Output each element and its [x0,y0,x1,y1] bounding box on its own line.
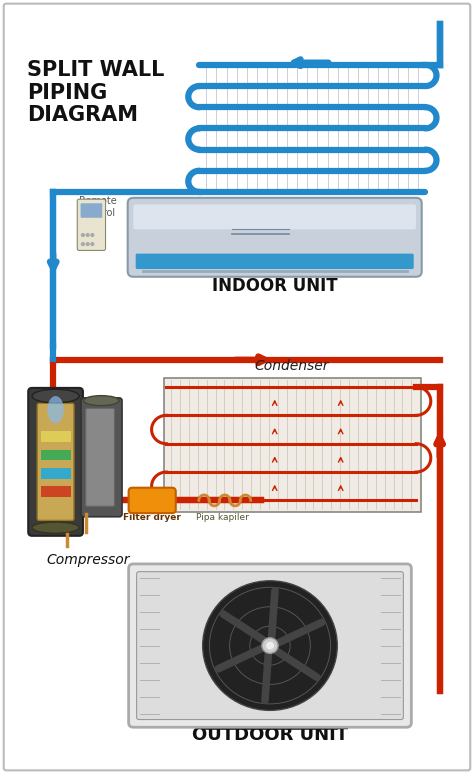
FancyBboxPatch shape [40,486,71,497]
Text: OUTDOOR UNIT: OUTDOOR UNIT [192,726,348,745]
FancyBboxPatch shape [86,409,115,506]
Text: Remote
Control: Remote Control [79,197,117,218]
FancyBboxPatch shape [4,4,470,770]
FancyBboxPatch shape [81,204,102,217]
Circle shape [91,234,94,236]
Circle shape [91,243,94,245]
Text: SPLIT WALL
PIPING
DIAGRAM: SPLIT WALL PIPING DIAGRAM [27,60,164,125]
FancyBboxPatch shape [137,572,403,720]
FancyBboxPatch shape [81,398,122,517]
FancyBboxPatch shape [40,431,71,443]
Text: Filter dryer: Filter dryer [123,513,181,522]
FancyBboxPatch shape [77,199,106,251]
Circle shape [82,243,84,245]
Text: Pipa kapiler: Pipa kapiler [196,513,249,522]
Text: Compressor: Compressor [47,553,130,567]
FancyBboxPatch shape [40,467,71,478]
Circle shape [203,580,337,711]
FancyBboxPatch shape [37,403,74,520]
Circle shape [82,234,84,236]
Ellipse shape [47,396,64,423]
Text: INDOOR UNIT: INDOOR UNIT [212,277,337,295]
FancyBboxPatch shape [28,388,83,536]
FancyBboxPatch shape [133,204,416,229]
Text: Condenser: Condenser [254,359,328,373]
FancyBboxPatch shape [128,488,176,513]
Text: drawn_avef: drawn_avef [356,573,400,582]
FancyBboxPatch shape [128,198,422,277]
Ellipse shape [32,522,79,533]
FancyBboxPatch shape [136,254,414,269]
Circle shape [86,243,89,245]
Text: Evaporator: Evaporator [274,199,351,213]
Circle shape [262,638,278,653]
FancyBboxPatch shape [40,450,71,461]
Ellipse shape [32,389,79,403]
FancyBboxPatch shape [128,564,411,728]
Circle shape [86,234,89,236]
Ellipse shape [83,396,119,406]
Circle shape [266,642,274,649]
FancyBboxPatch shape [164,378,421,512]
